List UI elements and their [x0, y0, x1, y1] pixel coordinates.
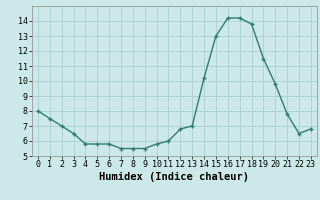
- X-axis label: Humidex (Indice chaleur): Humidex (Indice chaleur): [100, 172, 249, 182]
